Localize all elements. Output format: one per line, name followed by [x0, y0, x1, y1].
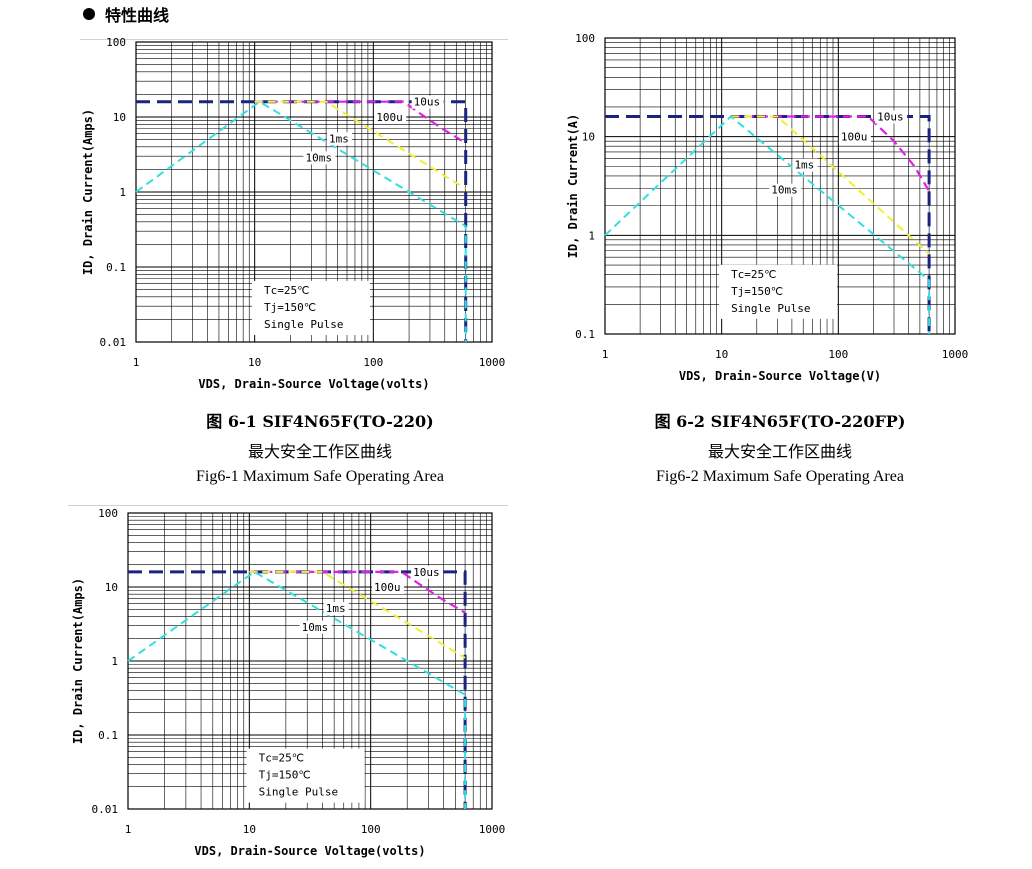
soa-chart-fig6-1: Tc=25℃ Tj=150℃ Single Pulse 10us 100u 1ms 10ms…	[81, 36, 506, 391]
x-tick-label: 10	[248, 356, 261, 369]
y-tick-label: 100	[575, 32, 595, 45]
grid	[127, 513, 492, 810]
x-axis-label: VDS, Drain-Source Voltage(volts)	[198, 377, 429, 391]
y-tick-label: 0.01	[100, 336, 127, 349]
series-label-bg	[372, 581, 405, 594]
caption-fig6-2: 图 6-2 SIF4N65F(TO-220FP) 最大安全工作区曲线 Fig6-…	[615, 408, 945, 486]
series-line-10ms	[604, 115, 931, 334]
x-tick-label: 10	[715, 348, 728, 361]
caption-chinese: 最大安全工作区曲线	[247, 442, 392, 461]
series-line-100u	[254, 100, 467, 144]
series-label-bg	[769, 183, 802, 197]
series-label-1ms: 1ms	[329, 132, 349, 145]
soa-chart-fig6-3: Tc=25℃ Tj=150℃ Single Pulse 10us 100u 1ms 10ms…	[71, 507, 506, 858]
series-line-1ms	[730, 115, 930, 255]
annotation-box	[719, 264, 838, 319]
series-line-1ms	[249, 570, 466, 659]
section-heading: 特性曲线	[83, 2, 169, 26]
annotation-line: Tj=150℃	[259, 769, 311, 782]
x-tick-label: 1	[125, 823, 132, 836]
caption-fig6-1: 图 6-1 SIF4N65F(TO-220) 最大安全工作区曲线 Fig6-1 …	[150, 408, 490, 486]
caption-title: 图 6-2 SIF4N65F(TO-220FP)	[654, 412, 906, 431]
series-label-10ms: 10ms	[305, 151, 332, 164]
series-label-1ms: 1ms	[794, 159, 814, 172]
soa-chart-fig6-2: Tc=25℃ Tj=150℃ Single Pulse 10us 100u 1ms 10ms…	[566, 32, 969, 383]
series-label-10ms: 10ms	[771, 184, 798, 197]
caption-english: Fig6-1 Maximum Safe Operating Area	[196, 468, 444, 485]
y-tick-label: 10	[582, 131, 595, 144]
series-line-1ms	[254, 100, 467, 190]
series-label-bg	[411, 565, 444, 579]
series-label-1ms: 1ms	[326, 602, 346, 615]
series-label-bg	[792, 158, 818, 172]
annotation-box	[252, 281, 371, 336]
y-tick-label: 10	[113, 111, 126, 124]
series-line-10us	[605, 115, 931, 334]
y-tick-label: 1	[119, 186, 126, 199]
x-tick-label: 1000	[942, 348, 969, 361]
series-label-100u: 100u	[841, 131, 868, 144]
series-label-bg	[327, 132, 353, 146]
series-label-bg	[374, 111, 407, 124]
y-tick-label: 0.1	[575, 328, 595, 341]
x-axis-label: VDS, Drain-Source Voltage(volts)	[194, 844, 425, 858]
x-tick-label: 1	[133, 356, 140, 369]
plot-frame	[604, 37, 956, 335]
series-label-10us: 10us	[414, 96, 441, 109]
series-label-bg	[323, 602, 349, 616]
series-label-10ms: 10ms	[302, 621, 329, 634]
series-line-10ms	[135, 100, 467, 342]
caption-title: 图 6-1 SIF4N65F(TO-220)	[206, 412, 434, 431]
section-title: 特性曲线	[105, 6, 170, 25]
y-tick-label: 10	[105, 581, 118, 594]
series-label-100u: 100u	[376, 111, 403, 124]
y-tick-label: 1	[588, 229, 595, 242]
caption-chinese: 最大安全工作区曲线	[707, 442, 852, 461]
y-axis-label: ID, Drain Current(Amps)	[71, 578, 85, 744]
series-label-bg	[875, 110, 908, 124]
caption-english: Fig6-2 Maximum Safe Operating Area	[656, 468, 904, 485]
series-label-bg	[411, 95, 444, 109]
series-label-bg	[838, 130, 871, 144]
x-tick-label: 100	[828, 348, 848, 361]
x-tick-label: 1000	[479, 823, 506, 836]
y-tick-label: 0.1	[106, 261, 126, 274]
x-tick-label: 1	[602, 348, 609, 361]
x-tick-label: 1000	[479, 356, 506, 369]
annotation-line: Tc=25℃	[264, 284, 309, 297]
x-tick-label: 100	[363, 356, 383, 369]
annotation-line: Tj=150℃	[731, 285, 783, 298]
x-tick-label: 10	[243, 823, 256, 836]
divider-top-left	[80, 39, 508, 40]
series-line-100u	[730, 115, 931, 192]
y-axis-label: ID, Drain Current(Amps)	[81, 109, 95, 275]
series-label-10us: 10us	[877, 111, 904, 124]
series-label-bg	[299, 620, 332, 634]
annotation-line: Tj=150℃	[264, 301, 316, 314]
y-axis-label: ID, Drain Current(A)	[566, 114, 580, 259]
annotation-line: Single Pulse	[259, 786, 338, 799]
y-tick-label: 0.01	[92, 803, 119, 816]
y-tick-label: 100	[98, 507, 118, 520]
series-label-bg	[303, 151, 336, 165]
divider-bottom-left	[68, 505, 508, 506]
x-tick-label: 100	[361, 823, 381, 836]
annotation-line: Single Pulse	[731, 302, 810, 315]
annotation-box	[246, 748, 365, 803]
y-tick-label: 100	[106, 36, 126, 49]
y-tick-label: 1	[111, 655, 118, 668]
bullet-icon	[83, 8, 95, 20]
annotation-line: Tc=25℃	[731, 268, 776, 281]
series-line-100u	[249, 570, 466, 614]
y-tick-label: 0.1	[98, 729, 118, 742]
x-axis-label: VDS, Drain-Source Voltage(V)	[679, 369, 881, 383]
series-label-10us: 10us	[413, 566, 440, 579]
annotation-line: Tc=25℃	[259, 752, 304, 765]
annotation-line: Single Pulse	[264, 318, 343, 331]
series-label-100u: 100u	[374, 581, 401, 594]
series-line-10ms	[127, 570, 467, 809]
